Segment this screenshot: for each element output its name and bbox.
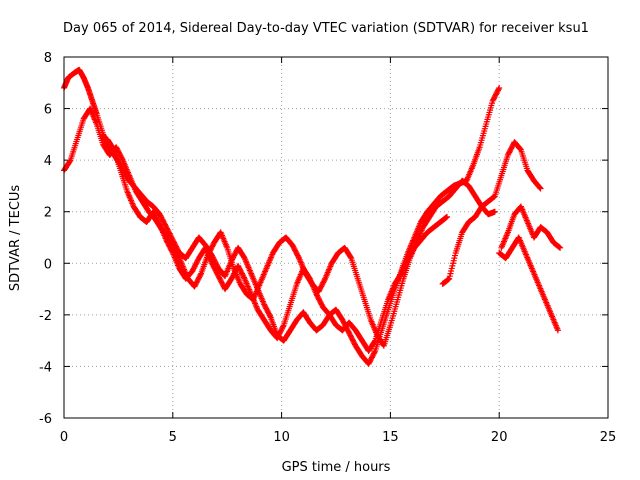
x-tick-label: 10 [273,430,290,445]
y-tick-label: 2 [44,206,52,221]
data-point [347,254,354,261]
data-point [321,277,328,284]
y-tick-label: 8 [44,51,52,66]
y-tick-label: -4 [39,360,52,375]
y-axis-label: SDTVAR / TECUs [8,185,23,292]
x-tick-label: 25 [600,430,617,445]
series-trace-d [439,139,544,287]
y-tick-label: 0 [44,257,52,272]
data-point [443,213,450,220]
data-point [169,248,176,255]
data-point [119,155,126,162]
plot-frame [63,56,609,419]
data-point [537,185,544,192]
data-point [557,244,564,251]
series-trace-f [496,234,561,334]
y-tick-label: -6 [39,412,52,427]
x-tick-label: 15 [382,430,399,445]
data-point [197,271,204,278]
tick-layer: 0 5 10 15 20 25 -6 -4 -2 0 2 4 6 8 [39,51,616,445]
data-point [496,84,503,91]
data-point [295,253,302,260]
x-tick-label: 0 [60,430,68,445]
data-point [156,220,163,227]
y-tick-label: -2 [39,309,52,324]
data-point [371,349,378,356]
data-point [240,274,247,281]
data-point [536,184,543,191]
series-trace-e [498,203,564,251]
series-trace-c [104,136,450,354]
data-point [491,208,498,215]
data-point [517,146,524,153]
data-point [371,338,378,345]
data-points [61,66,564,367]
x-tick-label: 5 [169,430,177,445]
x-axis-label: GPS time / hours [282,460,391,475]
data-point [380,341,387,348]
data-point [267,313,274,320]
y-tick-label: 4 [44,154,52,169]
data-point [66,158,73,165]
chart-title: Day 065 of 2014, Sidereal Day-to-day VTE… [63,21,589,36]
data-point [280,323,287,330]
data-point [554,327,561,334]
y-tick-label: 6 [44,103,52,118]
x-tick-label: 20 [491,430,508,445]
data-point [495,86,502,93]
grid-layer [64,57,608,418]
data-point [110,145,117,152]
